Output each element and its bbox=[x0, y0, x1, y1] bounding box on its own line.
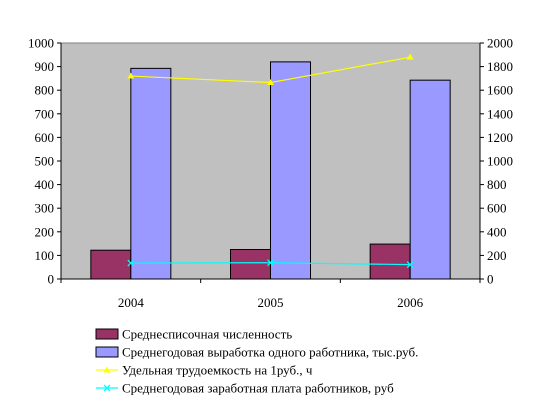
right-tick-label: 1000 bbox=[487, 154, 513, 169]
line-marker-1-2004 bbox=[127, 259, 135, 267]
bar-0-2006 bbox=[369, 243, 411, 280]
line-marker-0-2005 bbox=[267, 79, 274, 86]
left-tick-label: 0 bbox=[48, 272, 55, 287]
legend-item: Среднегодовая заработная плата работнико… bbox=[96, 381, 394, 396]
left-tick-label: 200 bbox=[35, 224, 55, 239]
right-tick-label: 400 bbox=[487, 224, 507, 239]
left-tick-label: 700 bbox=[35, 106, 55, 121]
right-tick-label: 800 bbox=[487, 177, 507, 192]
legend-marker bbox=[103, 384, 111, 392]
bar-1-2004 bbox=[130, 67, 172, 280]
legend-label: Среднесписочная численность bbox=[122, 327, 292, 342]
x-tick-label: 2004 bbox=[118, 295, 145, 310]
left-tick-label: 800 bbox=[35, 83, 55, 98]
left-tick-label: 500 bbox=[35, 154, 55, 169]
legend-swatch bbox=[95, 328, 119, 340]
line-marker-0-2004 bbox=[127, 72, 135, 79]
x-tick-label: 2005 bbox=[258, 295, 284, 310]
right-tick-label: 0 bbox=[487, 272, 494, 287]
left-tick-label: 900 bbox=[35, 59, 55, 74]
legend-item: Удельная трудоемкость на 1руб., ч bbox=[96, 363, 313, 378]
line-marker-0-2006 bbox=[406, 53, 414, 60]
left-tick-label: 400 bbox=[35, 177, 55, 192]
right-tick-label: 1800 bbox=[487, 59, 513, 74]
right-tick-label: 200 bbox=[487, 248, 507, 263]
bar-0-2004 bbox=[90, 249, 132, 280]
legend-label: Удельная трудоемкость на 1руб., ч bbox=[122, 363, 313, 378]
bar-1-2005 bbox=[270, 61, 311, 280]
right-tick-label: 600 bbox=[487, 201, 507, 216]
line-marker-1-2005 bbox=[267, 259, 274, 267]
bar-1-2006 bbox=[409, 79, 451, 280]
left-tick-label: 100 bbox=[35, 248, 55, 263]
legend-swatch bbox=[95, 346, 119, 358]
line-marker-1-2006 bbox=[406, 261, 414, 269]
right-tick-label: 1200 bbox=[487, 130, 513, 145]
legend-item: Среднегодовая выработка одного работника… bbox=[95, 345, 418, 360]
axes-layer: 0 100 200 300 400 500 600 700 800 900 1000 0 200 400 6… bbox=[28, 36, 513, 311]
left-tick-label: 600 bbox=[35, 130, 55, 145]
legend-marker bbox=[103, 366, 111, 373]
right-tick-label: 1600 bbox=[487, 83, 513, 98]
x-tick-label: 2006 bbox=[397, 295, 424, 310]
right-tick-label: 2000 bbox=[487, 36, 513, 51]
legend-item: Среднесписочная численность bbox=[95, 327, 292, 342]
bar-0-2005 bbox=[230, 249, 271, 280]
bars-layer bbox=[90, 61, 451, 280]
legend-label: Среднегодовая заработная плата работнико… bbox=[122, 381, 394, 396]
legend: Среднесписочная численность Среднегодовая… bbox=[95, 327, 418, 396]
left-tick-label: 1000 bbox=[28, 36, 54, 51]
legend-label: Среднегодовая выработка одного работника… bbox=[122, 345, 418, 360]
left-tick-label: 300 bbox=[35, 201, 55, 216]
right-tick-label: 1400 bbox=[487, 106, 513, 121]
lines-layer bbox=[127, 53, 414, 269]
